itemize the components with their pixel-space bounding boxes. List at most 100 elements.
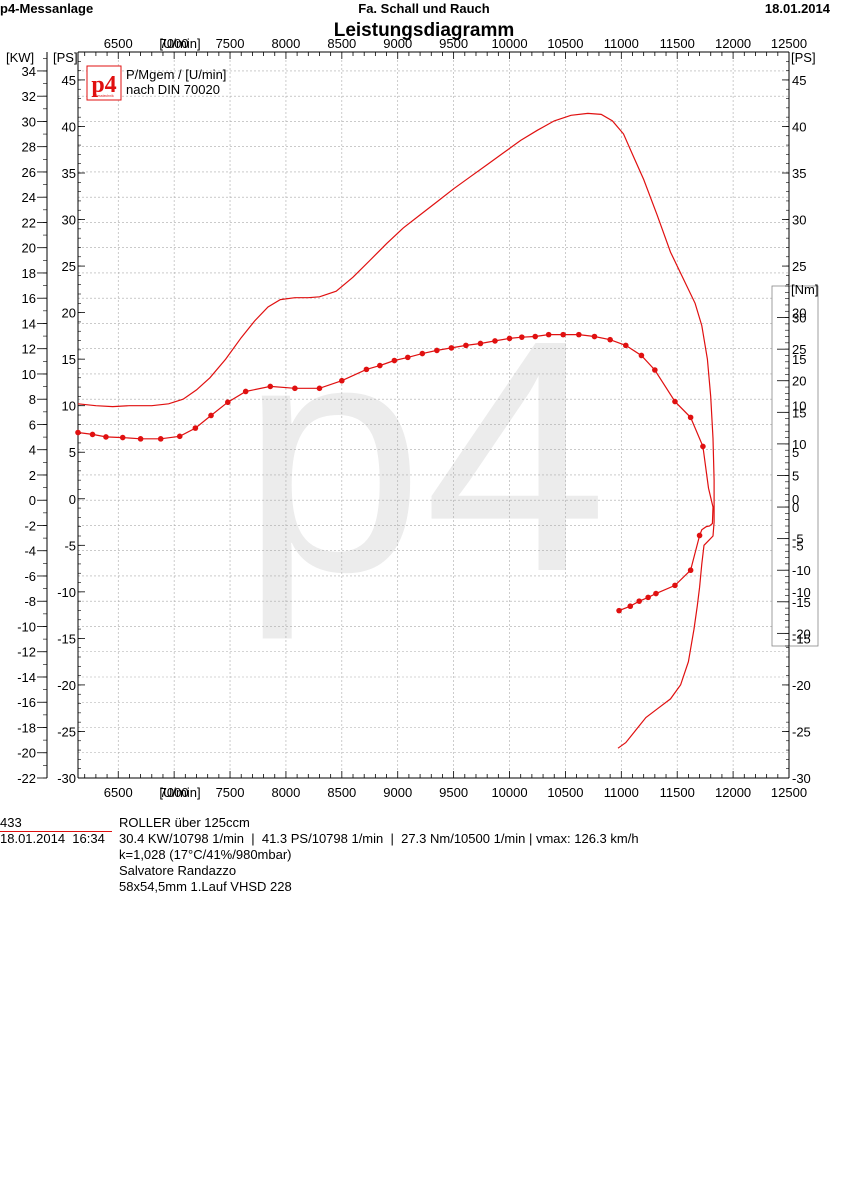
ps-tick-label: 35 (62, 166, 76, 181)
kw-tick-label: 30 (22, 114, 36, 129)
x-tick-top: 8000 (271, 36, 300, 51)
header-center: Fa. Schall und Rauch (358, 1, 490, 16)
header-right: 18.01.2014 (765, 1, 831, 16)
kw-tick-label: 32 (22, 89, 36, 104)
x-tick-top: 10500 (547, 36, 583, 51)
ps-tick-label-right: 15 (792, 352, 806, 367)
torque-marker (645, 594, 651, 601)
ps-axis-label: [PS] (53, 50, 78, 65)
engine-notes: 58x54,5mm 1.Lauf VHSD 228 (119, 879, 292, 894)
kw-tick-label: 4 (29, 443, 36, 458)
kw-tick-label: 24 (22, 190, 36, 205)
kw-tick-label: -10 (17, 619, 36, 634)
nm-axis-label: [Nm] (791, 282, 818, 297)
kw-tick-label: 2 (29, 468, 36, 483)
x-tick-bottom: 6500 (104, 785, 133, 800)
kw-tick-label: -20 (17, 746, 36, 761)
ps-tick-label: 5 (69, 445, 76, 460)
nm-tick-label: 30 (792, 311, 806, 326)
torque-marker (242, 388, 249, 395)
logo-subtext: Messtechnik (94, 94, 114, 98)
nm-tick-label: -20 (792, 626, 811, 641)
kw-tick-label: -18 (17, 720, 36, 735)
torque-marker (687, 567, 694, 574)
ps-tick-label-right: -10 (792, 585, 811, 600)
run-id: 433 (0, 815, 22, 830)
ps-tick-label-right: 30 (792, 213, 806, 228)
nm-tick-label: -5 (792, 532, 804, 547)
correction-factor: k=1,028 (17°C/41%/980mbar) (119, 847, 292, 862)
ps-tick-label: 0 (69, 492, 76, 507)
ps-tick-label: -30 (57, 771, 76, 786)
nm-tick-label: 25 (792, 342, 806, 357)
kw-tick-label: 22 (22, 215, 36, 230)
torque-marker (653, 590, 659, 597)
x-unit-top: [U/min] (159, 36, 200, 51)
torque-marker (532, 333, 539, 340)
kw-tick-label: 10 (22, 367, 36, 382)
x-tick-bottom: 8000 (271, 785, 300, 800)
kw-tick-label: -8 (24, 594, 36, 609)
x-tick-top: 9500 (439, 36, 468, 51)
torque-marker (506, 335, 513, 342)
ps-tick-label: 25 (62, 259, 76, 274)
ps-tick-label-right: -30 (792, 771, 811, 786)
torque-marker (672, 582, 678, 589)
torque-marker (419, 350, 426, 357)
torque-marker (463, 342, 469, 349)
tick-labels: 6500650070007000750075008000800085008500… (6, 36, 818, 800)
x-tick-bottom: 10000 (491, 785, 527, 800)
customer-name: Salvatore Randazzo (119, 863, 237, 878)
kw-tick-label: -12 (17, 645, 36, 660)
x-tick-top: 10000 (491, 36, 527, 51)
torque-marker (89, 431, 96, 438)
torque-marker (492, 338, 498, 344)
torque-marker (560, 331, 566, 338)
ps-tick-label-right: 45 (792, 73, 806, 88)
logo: p4 (91, 72, 116, 98)
torque-marker (363, 366, 370, 373)
kw-tick-label: 26 (22, 165, 36, 180)
torque-marker (545, 331, 552, 338)
torque-marker (434, 347, 440, 354)
chart-title: Leistungsdiagramm (334, 20, 515, 41)
ps-tick-label: 45 (62, 73, 76, 88)
ps-tick-label-right: 25 (792, 259, 806, 274)
legend-line2: nach DIN 70020 (126, 82, 220, 97)
torque-marker (448, 345, 455, 351)
info-divider (0, 831, 112, 832)
ps-tick-label: -15 (57, 631, 76, 646)
torque-marker (672, 398, 678, 405)
legend: p4 Messtechnik P/Mgem / [U/min] nach DIN… (86, 65, 226, 101)
x-tick-top: 8500 (327, 36, 356, 51)
p4-watermark: p4 (240, 271, 607, 642)
nm-tick-label: 5 (792, 468, 799, 483)
legend-line1: P/Mgem / [U/min] (126, 67, 226, 82)
nm-tick-label: 10 (792, 437, 806, 452)
kw-tick-label: -14 (17, 670, 36, 685)
x-tick-bottom: 12500 (771, 785, 807, 800)
x-tick-bottom: 10500 (547, 785, 583, 800)
ps-tick-label-right: 35 (792, 166, 806, 181)
ps-tick-label-right: 20 (792, 306, 806, 321)
ps-tick-label-right: -15 (792, 631, 811, 646)
ps-tick-label: -5 (64, 538, 76, 553)
nm-tick-label: -10 (792, 563, 811, 578)
ps-tick-label: -25 (57, 724, 76, 739)
torque-marker (700, 443, 706, 450)
max-values: 30.4 KW/10798 1/min | 41.3 PS/10798 1/mi… (119, 831, 639, 846)
header-left: p4-Messanlage (0, 1, 93, 16)
ps-tick-label: 40 (62, 119, 76, 134)
x-tick-top: 12000 (715, 36, 751, 51)
ps-tick-label-right: -5 (792, 538, 804, 553)
torque-marker (176, 433, 183, 440)
torque-marker (391, 357, 398, 364)
x-unit-bottom: [U/min] (159, 785, 200, 800)
logo-frame (86, 65, 122, 101)
x-tick-bottom: 12000 (715, 785, 751, 800)
x-tick-top: 6500 (104, 36, 133, 51)
torque-marker (616, 607, 622, 614)
nm-tick-label: 15 (792, 405, 806, 420)
torque-marker (638, 352, 645, 359)
torque-marker (591, 333, 598, 340)
